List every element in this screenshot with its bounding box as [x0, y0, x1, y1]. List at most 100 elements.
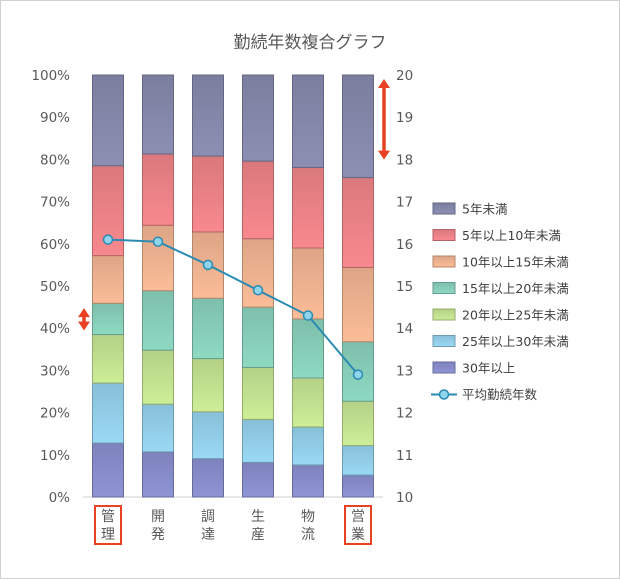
y-right-tick-label: 13 — [396, 363, 413, 379]
y-left-tick-label: 60% — [40, 237, 70, 253]
bar-segment — [342, 474, 374, 498]
x-category-char: 業 — [351, 527, 365, 543]
y-left-tick-label: 50% — [40, 279, 70, 295]
y-left-tick-label: 20% — [40, 406, 70, 422]
category-highlight-box — [344, 505, 372, 545]
legend-swatch — [432, 229, 456, 241]
x-category-label: 物流 — [301, 509, 315, 543]
legend-swatch — [432, 255, 456, 268]
y-right-tick-label: 18 — [396, 152, 413, 168]
y-left-tick-label: 30% — [40, 363, 70, 379]
bar-segment — [292, 247, 324, 320]
legend-swatch — [432, 308, 456, 321]
bar-segment — [142, 349, 174, 405]
legend-label: 15年以上20年未満 — [462, 281, 569, 296]
bar-segment — [342, 74, 374, 179]
x-category-char: 開 — [151, 509, 165, 525]
bar-segment — [92, 334, 124, 384]
x-category-label: 開発 — [151, 509, 165, 543]
y-right-tick-label: 14 — [396, 321, 413, 337]
bar-segment — [92, 74, 124, 167]
y-left-tick-label: 40% — [40, 321, 70, 337]
bar-segment — [192, 155, 224, 233]
annotation-double-arrow-head-up — [378, 79, 390, 88]
line-point — [252, 284, 264, 296]
category-highlight-box — [94, 505, 122, 545]
y-right-tick-label: 20 — [396, 68, 413, 84]
bar-segment — [242, 306, 274, 368]
legend-label: 平均勤続年数 — [462, 387, 538, 402]
bar-segment — [242, 160, 274, 240]
bar-segment — [242, 418, 274, 463]
bar-segment — [292, 377, 324, 428]
legend-label: 10年以上15年未満 — [462, 255, 569, 270]
x-category-label: 管理 — [101, 509, 115, 543]
bar-segment — [92, 255, 124, 304]
x-category-char: 達 — [201, 527, 215, 543]
bar-segment — [242, 461, 274, 498]
bar-segment — [242, 366, 274, 420]
x-category-char: 理 — [101, 527, 115, 543]
y-right-tick-label: 11 — [396, 448, 413, 464]
x-category-char: 生 — [251, 509, 265, 525]
bar-segment — [192, 74, 224, 157]
bar-segment — [192, 458, 224, 498]
bar-segment — [292, 426, 324, 466]
bar-segment — [142, 403, 174, 453]
x-category-char: 管 — [101, 509, 115, 525]
legend-label: 5年未満 — [462, 202, 507, 217]
annotation-double-arrow-head-up — [78, 308, 90, 318]
x-category-char: 営 — [351, 509, 365, 525]
legend-swatch — [432, 282, 456, 294]
line-point — [152, 236, 164, 247]
bar-segment — [142, 224, 174, 292]
bar-segment — [242, 238, 274, 308]
chart-title: 勤続年数複合グラフ — [233, 33, 387, 53]
y-right-tick-label: 10 — [396, 490, 413, 506]
bar-segment — [342, 445, 374, 476]
line-point — [352, 369, 364, 380]
legend-label: 20年以上25年未満 — [462, 308, 569, 323]
legend-label: 5年以上10年未満 — [462, 228, 561, 243]
bar-segment — [292, 464, 324, 498]
bar-segment — [342, 177, 374, 268]
bar-segment — [242, 74, 274, 162]
x-category-char: 発 — [151, 527, 165, 543]
x-category-label: 調達 — [201, 509, 215, 543]
x-category-char: 流 — [301, 527, 315, 543]
bar-segment — [142, 153, 174, 226]
legend-label: 30年以上 — [462, 361, 515, 376]
line-series — [107, 238, 359, 376]
bar-segment — [92, 302, 124, 336]
bar-segment — [142, 290, 174, 351]
y-left-tick-label: 80% — [40, 152, 70, 168]
legend-swatch — [432, 335, 456, 347]
y-left-tick-label: 70% — [40, 195, 70, 211]
legend-label: 25年以上30年未満 — [462, 334, 569, 349]
y-right-tick-label: 19 — [396, 110, 413, 126]
bar-segment — [192, 358, 224, 413]
y-left-tick-label: 100% — [31, 68, 70, 84]
bar-segment — [142, 74, 174, 155]
annotation-double-arrow-head-down — [78, 321, 90, 331]
bar-segment — [292, 166, 324, 249]
x-category-char: 調 — [201, 509, 215, 525]
line-point — [202, 259, 214, 271]
bar-segment — [292, 74, 324, 168]
line-point — [302, 310, 314, 321]
bar-segment — [192, 411, 224, 460]
y-right-tick-label: 15 — [396, 279, 413, 295]
y-left-tick-label: 90% — [40, 110, 70, 126]
x-category-char: 物 — [301, 509, 315, 525]
x-category-char: 産 — [251, 527, 265, 543]
legend-swatch — [432, 202, 456, 215]
y-right-tick-label: 17 — [396, 195, 413, 211]
bar-segment — [142, 451, 174, 498]
legend-swatch — [432, 361, 456, 374]
bar-segment — [92, 382, 124, 444]
bar-segment — [92, 442, 124, 498]
bar-segment — [342, 266, 374, 343]
y-right-tick-label: 16 — [396, 237, 413, 253]
y-left-tick-label: 0% — [49, 490, 71, 506]
